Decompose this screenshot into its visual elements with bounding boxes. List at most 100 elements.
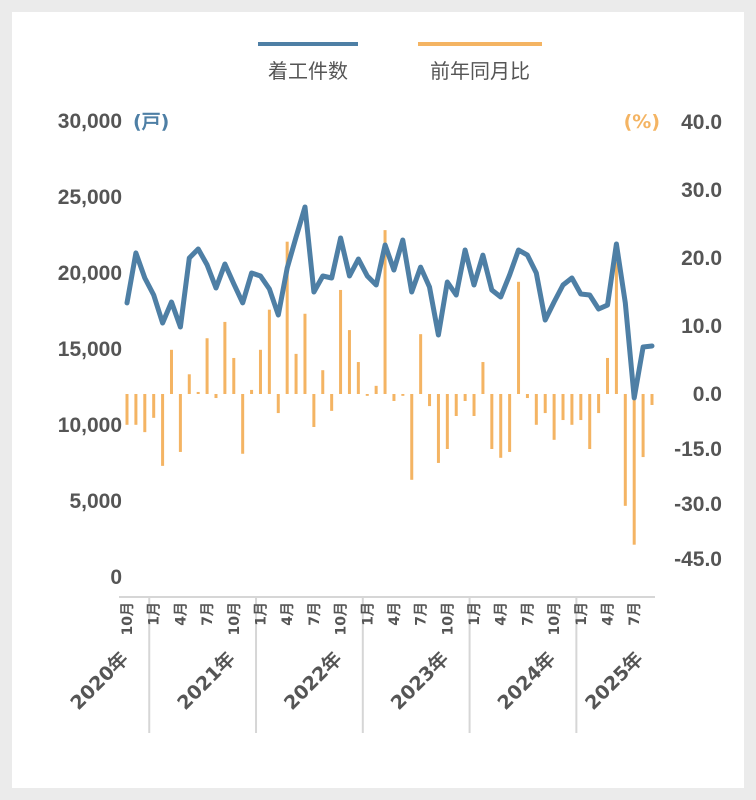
yoy-bar bbox=[285, 241, 289, 394]
yoy-bar bbox=[401, 394, 405, 396]
yoy-bar bbox=[650, 394, 654, 405]
left-axis: 0 5,000 10,000 15,000 20,000 25,000 30,000 bbox=[58, 110, 122, 589]
yoy-bar bbox=[232, 357, 236, 394]
year-tick-label: 2021年 bbox=[172, 647, 239, 714]
yoy-bar bbox=[588, 394, 592, 449]
month-tick-label: 10月 bbox=[334, 602, 350, 635]
yoy-bar bbox=[392, 394, 396, 401]
yoy-bar bbox=[374, 385, 378, 394]
month-tick-label: 10月 bbox=[120, 602, 136, 635]
yoy-bar bbox=[125, 394, 129, 425]
yoy-bar bbox=[356, 362, 360, 394]
month-tick-label: 10月 bbox=[227, 602, 243, 635]
yoy-bar bbox=[517, 281, 521, 394]
yoy-bar bbox=[534, 394, 538, 425]
yoy-bar bbox=[472, 394, 476, 416]
left-tick-label: 5,000 bbox=[69, 490, 122, 513]
legend-label-line: 着工件数 bbox=[268, 59, 348, 83]
right-tick-label: 40.0 bbox=[681, 111, 722, 134]
yoy-bar bbox=[312, 394, 316, 427]
yoy-bar bbox=[223, 321, 227, 394]
month-tick-label: 4月 bbox=[173, 602, 189, 626]
yoy-bar bbox=[436, 394, 440, 463]
yoy-bar bbox=[294, 353, 298, 394]
yoy-bar bbox=[196, 391, 200, 394]
yoy-bar bbox=[445, 394, 449, 449]
yoy-bar bbox=[623, 394, 627, 506]
yoy-bar bbox=[214, 394, 218, 399]
left-tick-label: 30,000 bbox=[58, 110, 122, 133]
month-tick-label: 7月 bbox=[627, 602, 643, 626]
right-tick-label: 30.0 bbox=[681, 179, 722, 202]
month-tick-label: 4月 bbox=[494, 602, 510, 626]
right-tick-label: -30.0 bbox=[674, 493, 722, 516]
yoy-bar bbox=[579, 394, 583, 421]
left-tick-label: 15,000 bbox=[58, 338, 122, 361]
left-axis-unit: (戸) bbox=[133, 111, 169, 133]
yoy-bar bbox=[632, 394, 636, 545]
yoy-bar bbox=[508, 394, 512, 452]
yoy-bar bbox=[250, 389, 254, 394]
yoy-bar bbox=[561, 394, 565, 421]
yoy-bar bbox=[641, 394, 645, 458]
yoy-bar bbox=[134, 394, 138, 425]
right-axis: 40.0 30.0 20.0 10.0 0.0 -15.0 -30.0 -45.0 bbox=[674, 111, 722, 571]
month-tick-label: 4月 bbox=[280, 602, 296, 626]
legend-label-bar: 前年同月比 bbox=[430, 59, 530, 83]
yoy-bar bbox=[169, 349, 173, 394]
month-tick-label: 7月 bbox=[520, 602, 536, 626]
yoy-bar bbox=[428, 394, 432, 407]
yoy-bar bbox=[570, 394, 574, 425]
yoy-bar bbox=[606, 357, 610, 394]
yoy-bar bbox=[499, 394, 503, 458]
legend-swatch-line bbox=[258, 42, 358, 46]
yoy-bar bbox=[525, 394, 529, 399]
left-tick-label: 25,000 bbox=[58, 186, 122, 209]
yoy-bar bbox=[481, 362, 485, 394]
yoy-bar bbox=[152, 394, 156, 418]
yoy-bar bbox=[543, 394, 547, 414]
yoy-bar bbox=[241, 394, 245, 454]
year-tick-label: 2023年 bbox=[386, 647, 453, 714]
line-series bbox=[124, 204, 655, 401]
month-tick-label: 1月 bbox=[467, 602, 483, 626]
right-tick-label: -45.0 bbox=[674, 548, 722, 571]
month-tick-label: 1月 bbox=[253, 602, 269, 626]
right-tick-label: -15.0 bbox=[674, 438, 722, 461]
chart-card bbox=[12, 12, 744, 788]
yoy-bar bbox=[161, 394, 165, 466]
yoy-bar bbox=[614, 262, 618, 394]
yoy-bar bbox=[490, 394, 494, 449]
month-tick-label: 4月 bbox=[387, 602, 403, 626]
yoy-bar bbox=[187, 374, 191, 394]
starts-line bbox=[124, 204, 655, 401]
month-tick-label: 7月 bbox=[307, 602, 323, 626]
yoy-bar bbox=[552, 394, 556, 440]
yoy-bar bbox=[258, 349, 262, 394]
month-tick-label: 1月 bbox=[360, 602, 376, 626]
x-axis: 10月 2020年 1月 4月 7月 10月 2021年 1月 4月 7月 10月 2022年 1月 4月… bbox=[66, 596, 655, 733]
yoy-bar bbox=[347, 330, 351, 394]
yoy-bar bbox=[410, 394, 414, 480]
yoy-bar bbox=[365, 394, 369, 396]
legend-swatch-bar bbox=[418, 42, 542, 46]
yoy-bar bbox=[330, 394, 334, 411]
right-axis-unit: (%) bbox=[624, 111, 660, 133]
left-tick-label: 20,000 bbox=[58, 262, 122, 285]
left-tick-label: 0 bbox=[110, 566, 122, 589]
yoy-bar bbox=[143, 394, 147, 433]
year-tick-label: 2024年 bbox=[493, 647, 560, 714]
left-tick-label: 10,000 bbox=[58, 414, 122, 437]
yoy-bar bbox=[276, 394, 280, 414]
yoy-bar bbox=[178, 394, 182, 452]
year-tick-label: 2022年 bbox=[279, 647, 346, 714]
month-tick-label: 10月 bbox=[547, 602, 563, 635]
yoy-bar bbox=[463, 394, 467, 401]
year-tick-label: 2020年 bbox=[66, 647, 133, 714]
right-tick-label: 20.0 bbox=[681, 247, 722, 270]
bar-series bbox=[125, 230, 654, 545]
yoy-bar bbox=[205, 338, 209, 394]
month-tick-label: 10月 bbox=[440, 602, 456, 635]
month-tick-label: 1月 bbox=[147, 602, 163, 626]
